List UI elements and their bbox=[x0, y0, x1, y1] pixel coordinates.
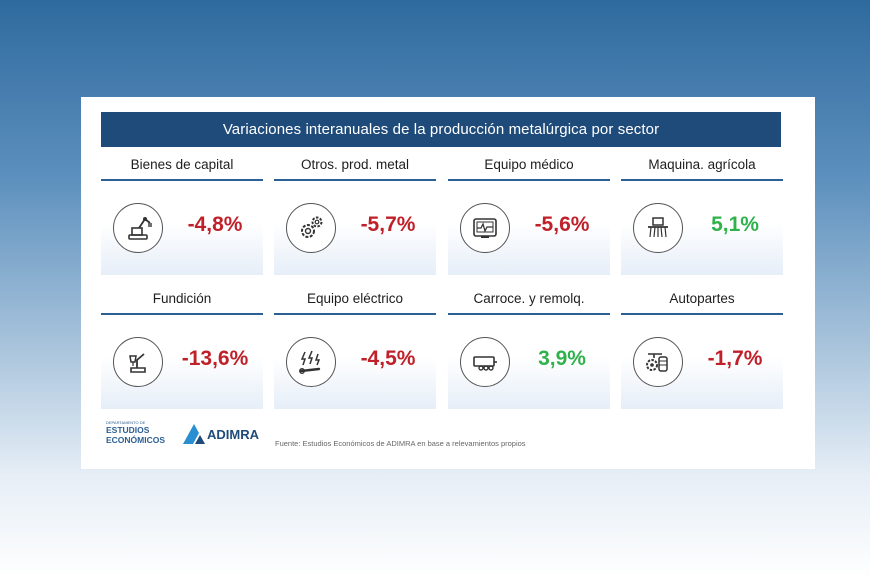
sector-value: 5,1% bbox=[711, 213, 759, 236]
sector-tile: Otros. prod. metal -5,7% bbox=[274, 157, 436, 275]
auto-parts-icon bbox=[633, 337, 683, 387]
sector-label: Otros. prod. metal bbox=[300, 157, 410, 172]
sector-label: Bienes de capital bbox=[130, 157, 234, 172]
robot-arm-icon bbox=[113, 203, 163, 253]
source-note: Fuente: Estudios Económicos de ADIMRA en… bbox=[275, 439, 526, 448]
sector-value: -1,7% bbox=[707, 347, 763, 370]
gears-icon bbox=[286, 203, 336, 253]
sector-label: Equipo eléctrico bbox=[306, 291, 404, 306]
sector-box: 5,1% bbox=[621, 179, 783, 275]
sector-label: Autopartes bbox=[669, 291, 735, 306]
sector-tile: Maquina. agrícola 5,1% bbox=[621, 157, 783, 275]
page-title: Variaciones interanuales de la producció… bbox=[222, 121, 660, 138]
sector-value: -5,6% bbox=[534, 213, 590, 236]
medical-monitor-icon bbox=[460, 203, 510, 253]
sector-box: -4,8% bbox=[101, 179, 263, 275]
seeder-icon bbox=[633, 203, 683, 253]
electric-wrench-icon bbox=[286, 337, 336, 387]
sector-value: -4,5% bbox=[360, 347, 416, 370]
sector-box: -1,7% bbox=[621, 313, 783, 409]
sector-tile: Equipo médico -5,6% bbox=[448, 157, 610, 275]
logo-line-estudios: ESTUDIOS bbox=[106, 425, 150, 435]
sector-box: -5,6% bbox=[448, 179, 610, 275]
sector-tile: Equipo eléctrico -4,5% bbox=[274, 291, 436, 409]
sector-value: -4,8% bbox=[187, 213, 243, 236]
trailer-icon bbox=[460, 337, 510, 387]
sector-value: -13,6% bbox=[181, 347, 249, 370]
sector-box: 3,9% bbox=[448, 313, 610, 409]
sector-label: Carroce. y remolq. bbox=[473, 291, 585, 306]
sector-label: Fundición bbox=[152, 291, 212, 306]
foundry-ladle-icon bbox=[113, 337, 163, 387]
sector-tile: Bienes de capital -4,8% bbox=[101, 157, 263, 275]
adimra-mark-icon bbox=[183, 424, 205, 444]
infographic-card: Variaciones interanuales de la producció… bbox=[81, 97, 815, 469]
sector-tile: Fundición -13,6% bbox=[101, 291, 263, 409]
sector-box: -5,7% bbox=[274, 179, 436, 275]
sector-value: -5,7% bbox=[360, 213, 416, 236]
sector-label: Maquina. agrícola bbox=[648, 157, 756, 172]
logo-line-economicos: ECONÓMICOS bbox=[106, 435, 166, 445]
sector-tile: Carroce. y remolq. 3,9% bbox=[448, 291, 610, 409]
sector-tile: Autopartes -1,7% bbox=[621, 291, 783, 409]
estudios-economicos-logo: DEPARTAMENTO DE ESTUDIOS ECONÓMICOS bbox=[106, 420, 176, 450]
sector-label: Equipo médico bbox=[484, 157, 574, 172]
sector-box: -4,5% bbox=[274, 313, 436, 409]
title-bar: Variaciones interanuales de la producció… bbox=[101, 112, 781, 147]
sector-value: 3,9% bbox=[538, 347, 586, 370]
adimra-logo: ADIMRA bbox=[183, 423, 268, 449]
adimra-wordmark: ADIMRA bbox=[207, 427, 259, 442]
sector-box: -13,6% bbox=[101, 313, 263, 409]
logo-department-text: DEPARTAMENTO DE bbox=[106, 420, 146, 425]
